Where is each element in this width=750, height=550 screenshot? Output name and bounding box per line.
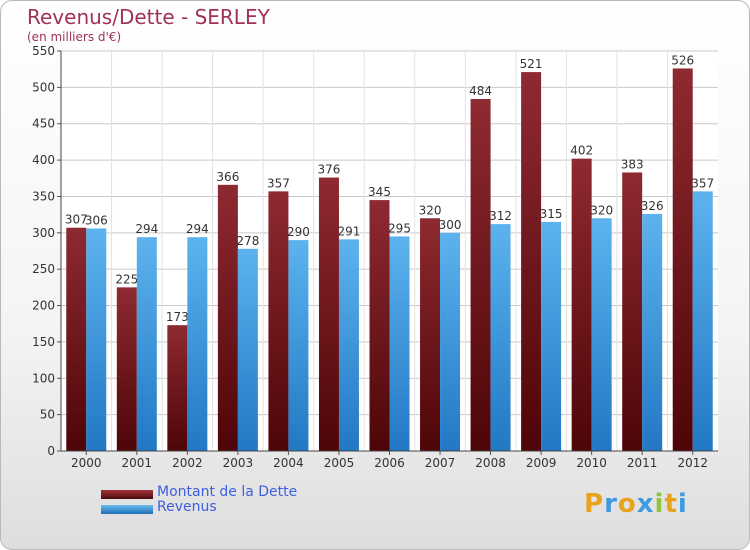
x-tick-label: 2001 xyxy=(122,456,153,470)
data-label-revenus: 278 xyxy=(236,234,259,248)
data-label-revenus: 312 xyxy=(489,209,512,223)
bar-dette xyxy=(116,287,137,451)
logo-letter: i xyxy=(654,489,665,519)
data-label-revenus: 300 xyxy=(439,218,462,232)
data-label-dette: 402 xyxy=(570,144,593,158)
logo-letter: P xyxy=(584,489,605,519)
data-label-revenus: 320 xyxy=(590,203,613,217)
logo-letter: x xyxy=(636,489,655,519)
data-label-dette: 320 xyxy=(419,203,442,217)
bar-revenus xyxy=(86,228,107,451)
data-label-revenus: 294 xyxy=(135,222,158,236)
legend-swatch-dette xyxy=(101,490,153,499)
x-tick-label: 2012 xyxy=(677,456,708,470)
logo-letter: o xyxy=(617,489,637,519)
y-tick-label: 450 xyxy=(32,117,55,131)
bar-revenus xyxy=(136,237,157,451)
legend-swatch-revenus xyxy=(101,505,153,514)
data-label-dette: 526 xyxy=(671,53,694,67)
y-tick-label: 150 xyxy=(32,335,55,349)
x-tick-label: 2007 xyxy=(425,456,456,470)
data-label-revenus: 290 xyxy=(287,225,310,239)
logo-letter: i xyxy=(677,489,688,519)
bar-revenus xyxy=(541,221,562,451)
bar-revenus xyxy=(642,213,663,451)
bar-revenus xyxy=(591,218,612,451)
bar-revenus xyxy=(187,237,208,451)
chart-subtitle: (en milliers d'€) xyxy=(27,30,122,44)
legend-label-dette: Montant de la Dette xyxy=(157,484,298,500)
data-label-dette: 225 xyxy=(115,272,138,286)
bar-dette xyxy=(268,191,289,451)
x-tick-label: 2008 xyxy=(475,456,506,470)
y-tick-label: 350 xyxy=(32,189,55,203)
x-tick-label: 2003 xyxy=(223,456,254,470)
x-tick-label: 2004 xyxy=(273,456,304,470)
x-tick-label: 2000 xyxy=(71,456,102,470)
bar-dette xyxy=(167,325,188,451)
data-label-dette: 366 xyxy=(216,170,239,184)
bar-dette xyxy=(470,99,491,451)
bar-revenus xyxy=(692,191,713,451)
legend-label-revenus: Revenus xyxy=(157,499,217,515)
data-label-revenus: 291 xyxy=(338,224,361,238)
data-label-dette: 357 xyxy=(267,176,290,190)
y-tick-label: 550 xyxy=(32,44,55,58)
data-label-dette: 484 xyxy=(469,84,492,98)
data-label-revenus: 357 xyxy=(691,176,714,190)
bar-dette xyxy=(521,72,542,451)
bar-revenus xyxy=(338,239,359,451)
x-tick-label: 2009 xyxy=(526,456,557,470)
chart-title: Revenus/Dette - SERLEY xyxy=(27,5,270,29)
bar-dette xyxy=(571,158,592,452)
bar-dette xyxy=(622,172,643,452)
proxiti-logo: Proxiti xyxy=(584,489,688,519)
data-label-dette: 307 xyxy=(65,213,88,227)
bar-revenus xyxy=(237,248,258,451)
bar-revenus xyxy=(288,240,309,451)
data-label-revenus: 306 xyxy=(85,213,108,227)
y-tick-label: 400 xyxy=(32,153,55,167)
x-tick-label: 2005 xyxy=(324,456,355,470)
x-tick-label: 2006 xyxy=(374,456,405,470)
bar-dette xyxy=(420,218,441,451)
bar-dette xyxy=(369,200,390,451)
data-label-dette: 383 xyxy=(621,157,644,171)
bar-revenus xyxy=(440,232,461,451)
y-tick-label: 200 xyxy=(32,299,55,313)
y-tick-label: 250 xyxy=(32,262,55,276)
y-tick-label: 0 xyxy=(47,444,55,458)
bar-revenus xyxy=(490,224,511,451)
data-label-dette: 521 xyxy=(520,57,543,71)
x-tick-label: 2010 xyxy=(576,456,607,470)
bar-dette xyxy=(66,227,87,451)
x-tick-label: 2002 xyxy=(172,456,203,470)
y-tick-label: 500 xyxy=(32,80,55,94)
y-tick-label: 50 xyxy=(40,408,55,422)
x-tick-label: 2011 xyxy=(627,456,658,470)
bar-dette xyxy=(672,68,693,452)
y-tick-label: 100 xyxy=(32,371,55,385)
data-label-revenus: 295 xyxy=(388,221,411,235)
data-label-dette: 376 xyxy=(318,163,341,177)
logo-letter: r xyxy=(604,489,618,519)
data-label-revenus: 315 xyxy=(540,207,563,221)
data-label-dette: 345 xyxy=(368,185,391,199)
data-label-dette: 173 xyxy=(166,310,189,324)
bar-dette xyxy=(318,177,339,451)
y-tick-label: 300 xyxy=(32,226,55,240)
bar-revenus xyxy=(389,236,410,451)
logo-letter: t xyxy=(664,489,678,519)
data-label-revenus: 294 xyxy=(186,222,209,236)
bar-dette xyxy=(217,184,238,451)
data-label-revenus: 326 xyxy=(641,199,664,213)
